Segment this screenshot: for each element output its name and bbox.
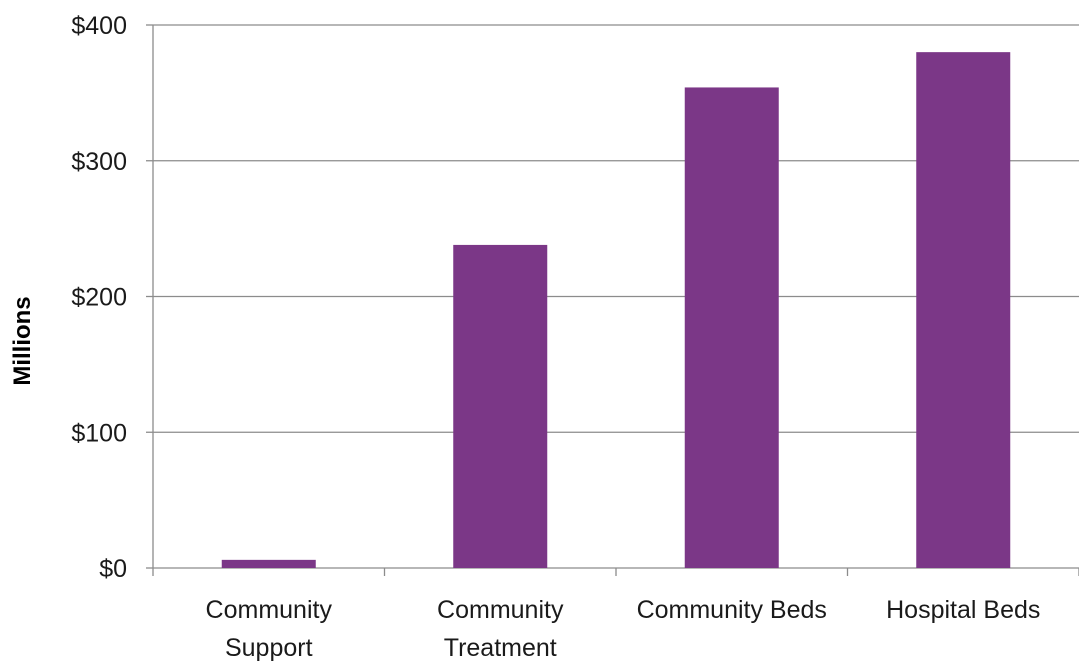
y-tick-label: $0	[99, 555, 127, 583]
bar	[916, 52, 1011, 568]
y-tick-label: $300	[71, 148, 127, 176]
y-tick-label: $100	[71, 419, 127, 447]
bar	[684, 87, 779, 568]
x-category-label: Hospital Beds	[886, 596, 1040, 624]
y-tick-label: $200	[71, 284, 127, 312]
x-category-label: Community Support	[206, 596, 333, 661]
bar	[453, 244, 548, 569]
y-axis-title: Millions	[9, 296, 36, 385]
x-category-label: Community Beds	[637, 596, 827, 624]
bar	[221, 559, 316, 568]
bars	[221, 52, 1011, 569]
y-tick-labels: $0 $100 $200 $300 $400	[71, 12, 127, 583]
category-labels: Community Support Community Treatment Commun…	[206, 596, 1041, 661]
x-category-label: Community Treatment	[437, 596, 564, 661]
y-tick-label: $400	[71, 12, 127, 40]
